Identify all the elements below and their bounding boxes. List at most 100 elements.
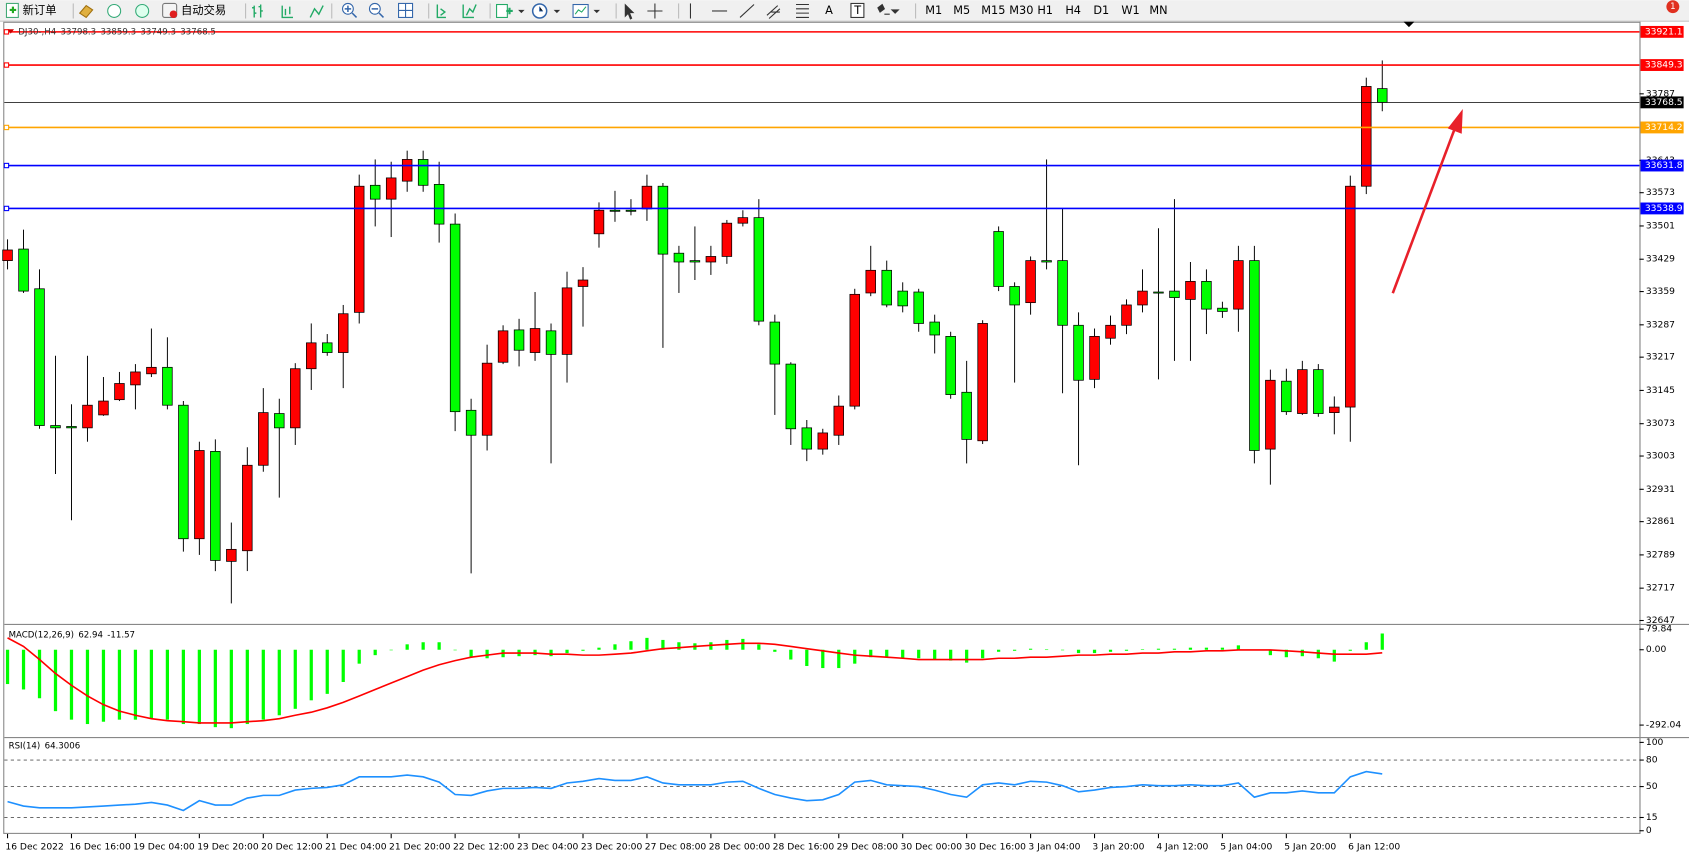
macd-bar <box>309 649 313 701</box>
y-tick-label: -292.04 <box>1646 721 1681 731</box>
candle-body <box>1025 260 1036 304</box>
macd-bar <box>245 649 249 725</box>
level-handle[interactable] <box>3 162 10 169</box>
candle-body <box>114 383 125 401</box>
trendline-tool[interactable] <box>739 4 755 18</box>
timeframe-button[interactable]: M5 <box>953 4 970 17</box>
macd-bar <box>1332 649 1336 662</box>
x-tick-label: 27 Dec 08:00 <box>645 842 707 852</box>
y-tick-label: 33359 <box>1646 287 1675 297</box>
tile-windows-button[interactable] <box>398 2 414 18</box>
rsi-header-field: 64.3006 <box>45 741 81 751</box>
candle-body <box>226 548 237 562</box>
arrows-tool[interactable] <box>877 3 900 15</box>
zoom-out-button[interactable] <box>368 2 385 18</box>
toolbar-background <box>0 0 1689 22</box>
candle-body <box>449 223 461 413</box>
auto-trading-label: 自动交易 <box>181 3 226 17</box>
header-field: DJ30-,H4 <box>18 27 56 37</box>
macd-bar <box>53 649 58 712</box>
templates-button[interactable] <box>572 3 600 18</box>
autoscroll-icon[interactable] <box>462 4 477 19</box>
macd-bar <box>341 649 345 682</box>
candle-body <box>705 256 717 263</box>
crosshair-tool[interactable] <box>647 3 663 19</box>
candle-body <box>1073 324 1084 381</box>
macd-bar <box>869 649 873 658</box>
x-tick-label: 19 Dec 20:00 <box>197 842 259 852</box>
zoom-in-button[interactable] <box>342 2 358 18</box>
navigator-icon[interactable] <box>135 3 150 18</box>
fibonacci-tool[interactable] <box>796 3 809 18</box>
candle-chart-icon[interactable] <box>281 5 293 19</box>
plot-area: 3378733643335733350133429333593328733217… <box>2 25 1684 852</box>
candle-body <box>2 249 13 261</box>
current-price-box <box>1640 96 1684 109</box>
header-field: 33768.5 <box>180 27 216 37</box>
timeframe-button[interactable]: W1 <box>1121 4 1139 17</box>
x-tick-label: 23 Dec 20:00 <box>581 842 643 852</box>
timeframe-button[interactable]: MN <box>1149 4 1167 17</box>
macd-bar <box>1028 648 1033 650</box>
y-tick-label: 33217 <box>1646 353 1675 363</box>
macd-bar <box>1204 647 1209 650</box>
cursor-tool[interactable] <box>624 3 635 20</box>
candle-body <box>18 248 29 292</box>
candle-body <box>961 391 972 440</box>
timeframe-button[interactable]: M15 <box>981 4 1005 17</box>
chart-shift-icon[interactable] <box>436 4 447 19</box>
candle-body <box>993 231 1004 287</box>
candle-body <box>1233 260 1244 310</box>
level-price-box <box>1640 159 1684 172</box>
rsi-line <box>7 770 1383 812</box>
annotation-arrow <box>1391 109 1463 294</box>
auto-trading-button[interactable]: 自动交易 <box>162 2 227 18</box>
level-handle[interactable] <box>3 29 10 35</box>
candle-body <box>929 321 940 336</box>
timeframe-button[interactable]: M1 <box>925 4 942 17</box>
level-handle[interactable] <box>3 124 10 131</box>
candle-body <box>833 405 844 436</box>
candle-body <box>881 269 892 306</box>
macd-bar <box>581 649 585 651</box>
new-order-button[interactable]: 新订单 <box>5 2 57 18</box>
bar-chart-icon[interactable] <box>252 4 263 18</box>
candle-body <box>593 209 605 235</box>
x-tick-label: 28 Dec 16:00 <box>773 842 835 852</box>
timeframe-button[interactable]: H1 <box>1037 4 1053 17</box>
y-tick-label: 0.00 <box>1646 645 1667 655</box>
new-order-plus <box>9 6 17 14</box>
level-price-box <box>1640 59 1684 71</box>
macd-bar <box>5 649 10 685</box>
macd-bar <box>85 649 90 725</box>
auto-trading-status <box>169 10 178 18</box>
y-tick-label: 33429 <box>1646 255 1675 265</box>
macd-bar <box>37 649 42 699</box>
timeframe-button[interactable]: D1 <box>1093 4 1109 17</box>
market-watch-icon[interactable] <box>78 4 94 19</box>
macd-bar <box>1268 649 1272 656</box>
macd-bar <box>1220 647 1225 650</box>
candle-body <box>1057 260 1068 326</box>
periods-button[interactable] <box>531 3 561 19</box>
indicators-button[interactable] <box>496 3 525 18</box>
timeframe-button[interactable]: M30 <box>1009 4 1033 17</box>
y-tick-label: 33287 <box>1646 320 1675 330</box>
candle-body <box>673 252 685 263</box>
notification-badge[interactable] <box>1666 0 1680 14</box>
x-tick-label: 16 Dec 16:00 <box>69 842 131 852</box>
line-chart-icon[interactable] <box>309 5 324 18</box>
label-tool[interactable]: T <box>853 4 861 17</box>
channel-tool[interactable] <box>766 5 781 19</box>
y-tick-label: 50 <box>1646 782 1658 792</box>
timeframe-button[interactable]: H4 <box>1065 4 1081 17</box>
macd-bar <box>1108 649 1113 652</box>
macd-bar <box>181 649 185 725</box>
candle-body <box>1041 260 1052 263</box>
data-window-icon[interactable] <box>107 3 122 18</box>
text-tool[interactable]: A <box>825 4 833 17</box>
level-handle[interactable] <box>3 62 10 68</box>
candle-body <box>34 288 45 426</box>
level-handle[interactable] <box>3 205 10 212</box>
